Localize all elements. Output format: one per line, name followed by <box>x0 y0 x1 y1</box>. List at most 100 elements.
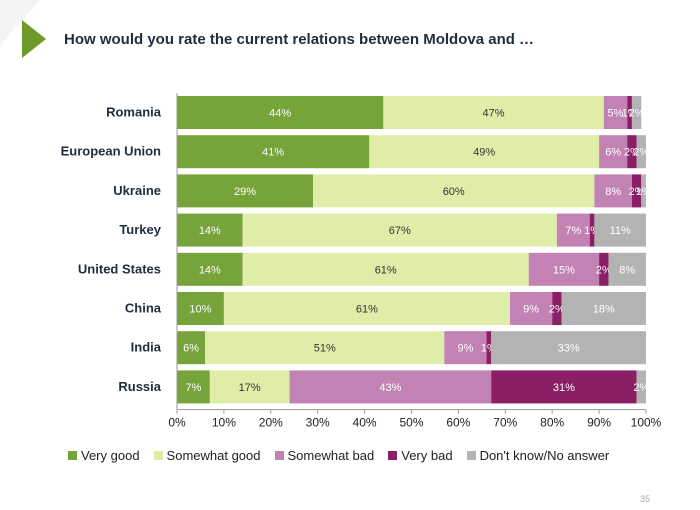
x-tick-label: 70% <box>493 416 517 430</box>
legend-swatch <box>466 451 476 460</box>
legend-swatch <box>153 451 163 460</box>
bar-segment <box>599 135 628 169</box>
data-label: 43% <box>379 382 401 394</box>
x-tick-label: 100% <box>631 416 662 430</box>
bar-segment <box>594 213 646 247</box>
data-label: 18% <box>593 304 615 316</box>
data-label: 2% <box>633 382 649 394</box>
x-tick-label: 10% <box>212 416 236 430</box>
data-label: 67% <box>389 225 411 237</box>
data-label: 2% <box>624 147 640 159</box>
data-label: 8% <box>619 264 635 276</box>
x-tick-label: 50% <box>399 416 423 430</box>
category-label: China <box>125 301 162 316</box>
bar-segment <box>528 252 600 286</box>
data-label: 2% <box>633 147 649 159</box>
data-label: 2% <box>629 186 645 198</box>
legend-item: Don't know/No answer <box>466 448 610 463</box>
category-label: European Union <box>61 144 161 159</box>
data-label: 9% <box>457 343 473 355</box>
stacked-bar-chart: Romania 44% 47% 5%1%2%European Union 41% 49% 6… <box>61 93 662 430</box>
bar-segment <box>594 174 632 208</box>
legend-swatch <box>388 451 398 460</box>
bar-segment <box>556 213 590 247</box>
legend-label: Don't know/No answer <box>479 448 610 463</box>
legend-item: Very bad <box>388 448 453 463</box>
data-label: 14% <box>199 225 221 237</box>
data-label: 9% <box>523 304 539 316</box>
data-label: 6% <box>183 343 199 355</box>
chart-legend: Very good Somewhat good Somewhat bad Very b… <box>68 448 623 463</box>
data-label: 61% <box>375 264 397 276</box>
category-label: Turkey <box>119 222 161 237</box>
data-label: 17% <box>239 382 261 394</box>
bar-segment <box>486 331 492 365</box>
bar-segment <box>444 331 487 365</box>
bar-segment <box>177 135 370 169</box>
page-number: 35 <box>639 494 650 504</box>
data-label: 2% <box>596 264 612 276</box>
data-label: 7% <box>185 382 201 394</box>
data-label: 5% <box>608 108 624 120</box>
bar-segment <box>608 252 646 286</box>
bar-segment <box>177 213 243 247</box>
bar-segment <box>641 174 646 208</box>
bar-segment <box>242 252 529 286</box>
category-label: India <box>131 340 162 355</box>
data-label: 1% <box>636 186 652 198</box>
data-label: 2% <box>549 304 565 316</box>
legend-label: Somewhat bad <box>287 448 375 463</box>
data-label: 61% <box>356 304 378 316</box>
bar-segment <box>627 96 632 129</box>
bar-segment <box>491 331 646 365</box>
x-tick-label: 60% <box>446 416 470 430</box>
data-label: 14% <box>199 264 221 276</box>
x-tick-label: 40% <box>353 416 377 430</box>
x-tick-label: 80% <box>540 416 564 430</box>
data-label: 47% <box>483 108 505 120</box>
bar-segment <box>177 292 224 325</box>
legend-label: Somewhat good <box>166 448 261 463</box>
bar-segment <box>205 331 445 365</box>
bar-segment <box>491 370 637 404</box>
bar-segment <box>383 96 604 129</box>
legend-item: Very good <box>68 448 140 463</box>
data-label: 7% <box>565 225 581 237</box>
data-label: 31% <box>553 382 575 394</box>
bar-segment <box>631 174 642 208</box>
legend-item: Somewhat good <box>153 448 261 463</box>
x-tick-label: 0% <box>168 416 186 430</box>
bar-segment <box>177 252 243 286</box>
x-tick-label: 30% <box>306 416 330 430</box>
legend-item: Somewhat bad <box>274 448 375 463</box>
legend-swatch <box>274 451 284 460</box>
bar-segment <box>177 174 314 208</box>
data-label: 49% <box>473 147 495 159</box>
bar-segment <box>636 370 646 404</box>
data-label: 44% <box>269 108 291 120</box>
data-label: 33% <box>558 343 580 355</box>
bar-segment <box>561 292 646 325</box>
data-label: 10% <box>189 304 211 316</box>
bar-segment <box>209 370 290 404</box>
bar-segment <box>599 252 609 286</box>
bar-segment <box>313 174 595 208</box>
data-label: 11% <box>610 225 631 237</box>
data-label: 41% <box>262 147 284 159</box>
bar-segment <box>242 213 557 247</box>
data-label: 8% <box>605 186 621 198</box>
bar-segment <box>223 292 510 325</box>
bar-segment <box>369 135 600 169</box>
data-label: 29% <box>234 186 256 198</box>
page-title: How would you rate the current relations… <box>64 31 535 48</box>
data-label: 15% <box>553 264 575 276</box>
data-label: 2% <box>629 108 645 120</box>
bar-segment <box>177 370 210 404</box>
bar-segment <box>636 135 646 169</box>
bar-segment <box>552 292 562 325</box>
data-label: 60% <box>443 186 465 198</box>
category-label: Romania <box>106 105 162 120</box>
data-label: 6% <box>605 147 621 159</box>
bar-segment <box>289 370 492 404</box>
bar-segment <box>589 213 595 247</box>
